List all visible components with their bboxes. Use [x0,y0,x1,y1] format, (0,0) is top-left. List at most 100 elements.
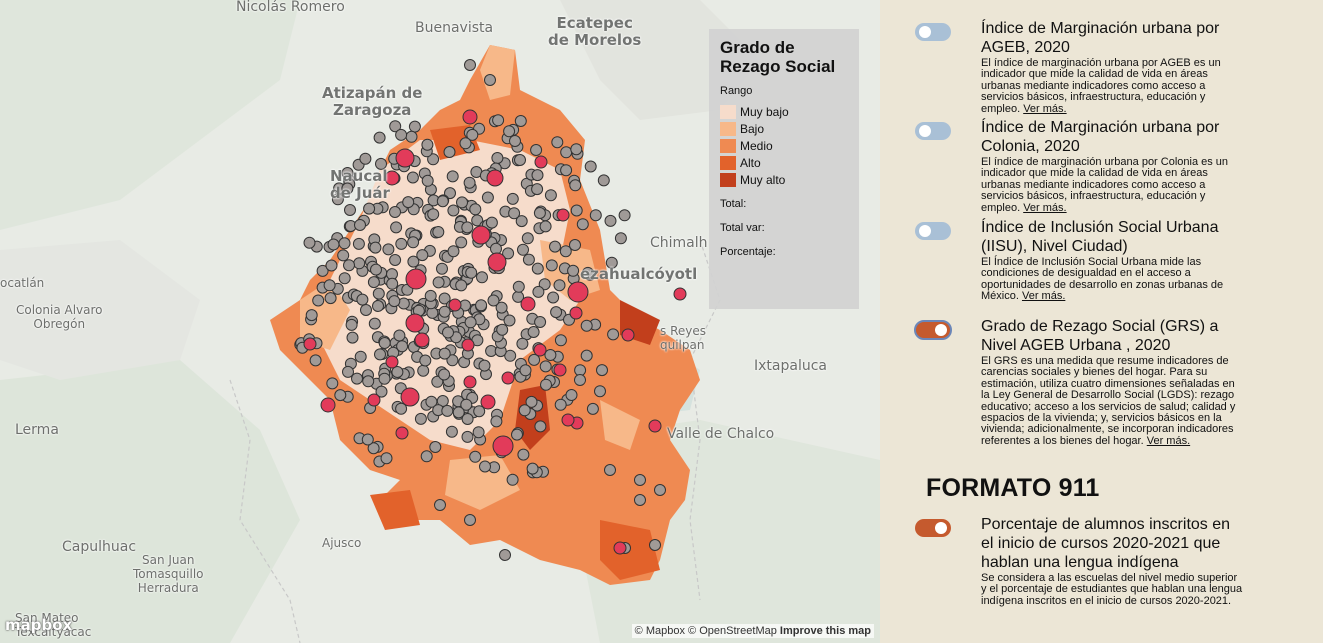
school-marker[interactable] [447,245,460,258]
school-marker[interactable] [496,323,509,336]
school-marker[interactable] [389,120,402,133]
school-marker[interactable] [429,441,442,453]
attrib-improve[interactable]: Improve this map [779,625,871,637]
school-marker[interactable] [481,191,494,204]
school-marker[interactable] [406,171,419,184]
school-marker[interactable] [528,353,541,366]
school-marker-highlight[interactable] [384,170,400,186]
layer-toggle[interactable] [915,222,951,240]
ver-mas-link[interactable]: Ver más. [1021,290,1066,303]
school-marker[interactable] [375,157,387,170]
school-marker[interactable] [492,114,505,127]
school-marker[interactable] [447,204,460,217]
school-marker[interactable] [596,364,608,377]
school-marker[interactable] [522,253,535,266]
school-marker[interactable] [438,368,451,381]
school-marker[interactable] [607,328,620,341]
school-marker[interactable] [509,135,521,147]
school-marker-highlight[interactable] [534,155,548,169]
school-marker[interactable] [414,412,427,425]
school-marker[interactable] [455,279,468,292]
school-marker[interactable] [569,179,582,192]
school-marker[interactable] [485,216,498,229]
school-marker[interactable] [580,349,593,362]
school-marker-highlight[interactable] [414,332,430,348]
school-marker[interactable] [432,226,445,238]
school-marker[interactable] [323,279,336,292]
grs-region-bajo-se[interactable] [600,400,640,450]
school-marker[interactable] [539,220,552,233]
school-marker[interactable] [427,153,440,166]
school-marker-highlight[interactable] [405,268,427,290]
school-marker[interactable] [402,196,415,209]
school-marker[interactable] [464,316,477,329]
school-marker[interactable] [574,374,586,386]
school-marker[interactable] [367,276,380,289]
school-marker[interactable] [544,189,557,202]
school-marker[interactable] [395,402,408,415]
school-marker-highlight[interactable] [567,281,589,303]
school-marker[interactable] [396,340,409,353]
school-marker[interactable] [533,207,546,219]
school-marker[interactable] [570,143,583,156]
school-marker-highlight[interactable] [405,313,425,333]
school-marker[interactable] [545,259,558,272]
school-marker[interactable] [362,375,375,388]
attrib-osm[interactable]: © OpenStreetMap [688,625,777,637]
school-marker[interactable] [465,266,478,279]
school-marker[interactable] [405,130,418,143]
school-marker[interactable] [438,347,451,360]
school-marker[interactable] [540,378,552,391]
school-marker[interactable] [389,206,401,218]
school-marker[interactable] [525,395,538,408]
school-marker[interactable] [352,237,365,250]
school-marker[interactable] [553,279,566,292]
school-marker[interactable] [351,372,363,385]
school-marker[interactable] [581,266,594,279]
school-marker-highlight[interactable] [471,225,491,245]
school-marker[interactable] [353,257,366,270]
school-marker[interactable] [324,292,337,305]
school-marker[interactable] [370,263,382,276]
school-marker[interactable] [375,385,388,398]
school-marker[interactable] [531,262,544,275]
school-marker-highlight[interactable] [613,541,627,555]
school-marker-highlight[interactable] [648,419,662,433]
school-marker[interactable] [309,354,322,367]
school-marker[interactable] [460,398,473,411]
school-marker[interactable] [463,176,476,189]
school-marker[interactable] [419,354,432,367]
school-marker[interactable] [393,329,406,342]
school-marker[interactable] [424,289,437,302]
ver-mas-link[interactable]: Ver más. [1146,434,1191,447]
school-marker[interactable] [416,249,429,262]
school-marker[interactable] [372,300,384,312]
school-marker[interactable] [436,195,449,208]
school-marker-highlight[interactable] [367,393,381,407]
school-marker[interactable] [514,115,527,127]
school-marker[interactable] [382,243,395,256]
school-marker[interactable] [338,272,351,285]
school-marker[interactable] [337,249,350,262]
school-marker[interactable] [343,259,355,272]
school-marker[interactable] [390,221,403,234]
school-marker[interactable] [521,232,534,245]
school-marker[interactable] [431,375,444,388]
school-marker-highlight[interactable] [533,343,547,357]
school-marker[interactable] [452,406,465,419]
school-marker[interactable] [464,514,476,526]
school-marker[interactable] [534,420,547,433]
school-marker[interactable] [511,428,523,441]
school-marker-highlight[interactable] [501,371,515,385]
school-marker[interactable] [444,187,456,200]
school-marker[interactable] [389,254,402,266]
school-marker[interactable] [516,337,529,350]
school-marker-highlight[interactable] [480,394,496,410]
school-marker[interactable] [649,539,661,551]
ver-mas-link[interactable]: Ver más. [1023,201,1067,214]
school-marker[interactable] [436,262,448,275]
school-marker[interactable] [345,318,358,331]
school-marker[interactable] [461,430,474,443]
school-marker[interactable] [391,366,404,378]
school-marker[interactable] [369,241,382,254]
